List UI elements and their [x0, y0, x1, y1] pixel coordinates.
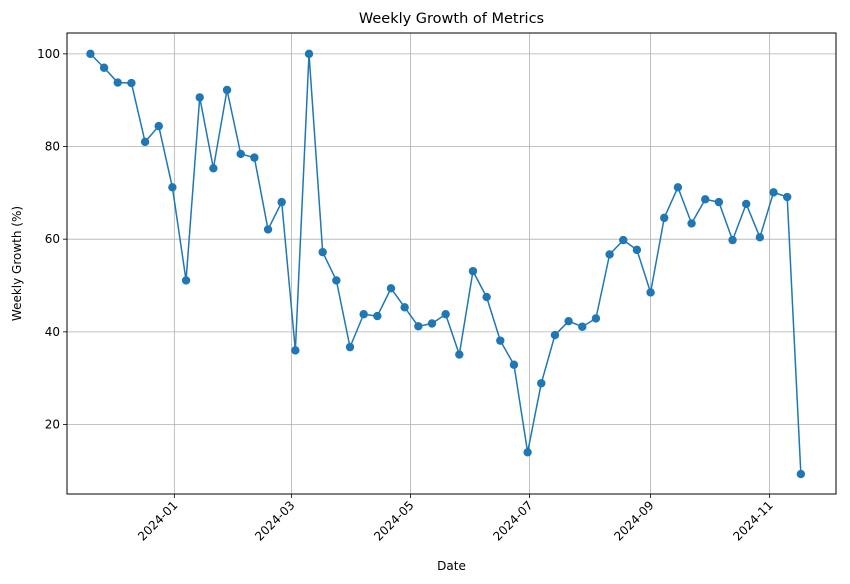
data-point	[427, 319, 437, 328]
data-point	[304, 49, 314, 59]
data-point	[468, 266, 478, 276]
data-point	[742, 199, 751, 209]
data-point	[263, 225, 273, 234]
y-tick-label: 40	[45, 325, 60, 339]
data-point	[701, 195, 710, 204]
data-point	[455, 350, 464, 359]
data-point	[482, 292, 491, 302]
data-point	[86, 49, 95, 59]
chart-title: Weekly Growth of Metrics	[359, 11, 544, 27]
data-point	[660, 213, 669, 223]
data-point	[113, 78, 122, 87]
data-point	[441, 310, 450, 319]
data-point	[291, 346, 300, 355]
data-point	[359, 310, 368, 319]
data-point	[796, 469, 806, 479]
data-point	[646, 288, 655, 297]
y-axis-title: Weekly Growth (%)	[10, 206, 24, 321]
data-point	[714, 197, 724, 207]
y-tick-label: 100	[37, 47, 60, 61]
plot-frame	[66, 32, 837, 495]
y-tick-label: 80	[45, 140, 60, 154]
data-point	[632, 245, 642, 255]
data-point	[373, 311, 382, 321]
data-point	[222, 85, 232, 95]
x-axis-title: Date	[437, 559, 466, 573]
data-point	[755, 233, 765, 242]
data-point	[400, 303, 409, 312]
data-point	[318, 247, 327, 257]
data-point	[605, 250, 614, 259]
data-point	[537, 379, 546, 388]
y-tick-label: 60	[45, 232, 60, 246]
data-point	[687, 219, 696, 228]
data-point	[332, 276, 341, 285]
data-point	[591, 314, 601, 323]
data-point	[673, 183, 683, 192]
data-point	[236, 149, 245, 159]
data-point	[769, 188, 778, 197]
data-point	[578, 322, 587, 331]
data-point	[345, 342, 355, 352]
data-series	[86, 49, 806, 479]
data-point	[250, 153, 259, 162]
data-point	[154, 121, 163, 131]
data-point	[728, 235, 737, 245]
y-tick-label: 20	[45, 418, 60, 432]
data-point	[783, 192, 792, 202]
data-point	[509, 360, 519, 369]
data-point	[99, 63, 109, 72]
data-point	[550, 330, 560, 340]
data-point	[277, 197, 286, 207]
data-point	[209, 164, 218, 173]
data-point	[140, 137, 150, 147]
data-point	[619, 235, 628, 245]
data-point	[127, 78, 136, 88]
data-point	[564, 316, 573, 326]
data-point	[523, 448, 532, 457]
data-point	[496, 336, 505, 345]
grid-lines	[67, 33, 836, 494]
data-point	[414, 322, 423, 331]
data-point	[386, 284, 396, 293]
data-point	[181, 276, 191, 285]
data-point	[195, 93, 204, 102]
data-point	[168, 183, 177, 192]
